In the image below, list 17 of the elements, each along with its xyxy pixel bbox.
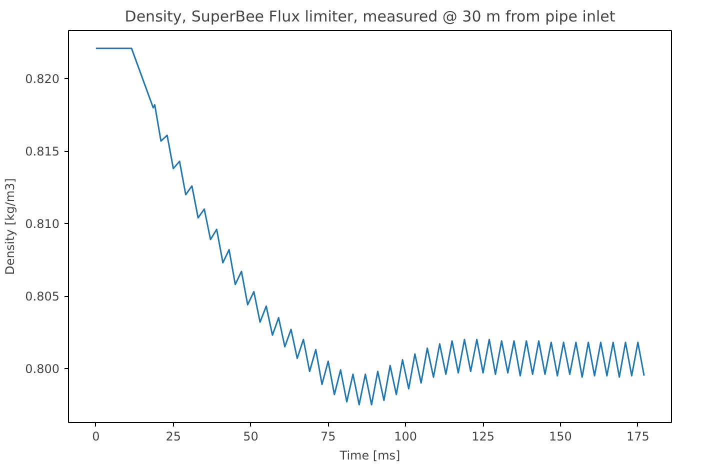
x-tick-label: 0: [92, 430, 100, 444]
chart-title: Density, SuperBee Flux limiter, measured @ 30 m from pipe inlet: [124, 8, 616, 26]
y-tick-label: 0.815: [25, 144, 60, 159]
y-tick-label: 0.800: [25, 362, 60, 376]
y-tick-label: 0.810: [25, 217, 60, 232]
x-tick-label: 125: [472, 430, 494, 444]
x-tick-label: 25: [166, 430, 181, 444]
x-tick-label: 150: [549, 430, 572, 444]
y-tick-label: 0.805: [25, 290, 60, 304]
x-tick-label: 100: [394, 430, 418, 444]
x-tick-label: 50: [243, 430, 258, 444]
x-tick-label: 75: [320, 430, 336, 444]
y-tick-label: 0.820: [25, 72, 60, 86]
line-series: [95, 48, 645, 406]
x-tick-label: 175: [626, 430, 650, 444]
y-axis-title: Density [kg/m3]: [3, 178, 18, 275]
x-axis-title: Time [ms]: [338, 448, 400, 462]
